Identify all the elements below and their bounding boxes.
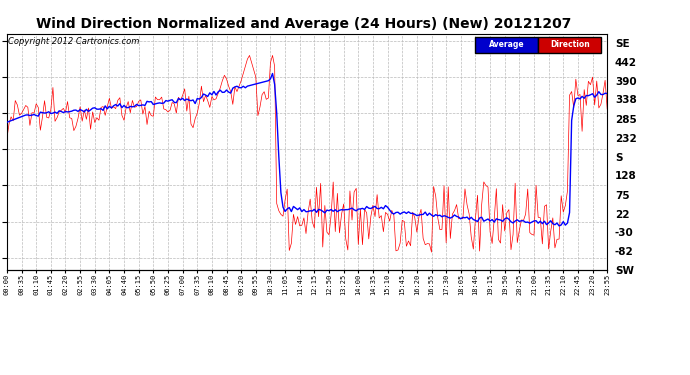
Text: Direction: Direction	[550, 40, 589, 50]
Text: Average: Average	[489, 40, 524, 50]
Text: Copyright 2012 Cartronics.com: Copyright 2012 Cartronics.com	[8, 37, 139, 46]
FancyBboxPatch shape	[475, 37, 538, 52]
FancyBboxPatch shape	[538, 37, 601, 52]
Text: Wind Direction Normalized and Average (24 Hours) (New) 20121207: Wind Direction Normalized and Average (2…	[36, 17, 571, 31]
